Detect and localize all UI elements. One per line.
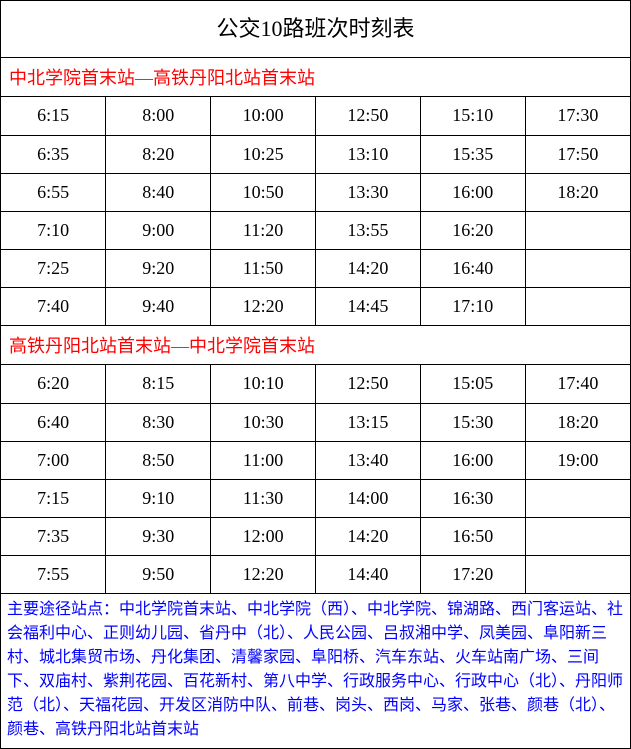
time-cell: 12:20 [211, 555, 316, 593]
time-cell: 17:30 [525, 97, 630, 135]
time-cell: 16:50 [420, 517, 525, 555]
time-cell: 6:35 [1, 135, 106, 173]
table-row: 7:008:5011:0013:4016:0019:00 [1, 441, 630, 479]
time-cell: 15:05 [420, 365, 525, 403]
time-cell: 12:50 [315, 97, 420, 135]
table-row: 7:159:1011:3014:0016:30 [1, 479, 630, 517]
time-cell: 17:40 [525, 365, 630, 403]
time-cell: 9:00 [106, 211, 211, 249]
time-cell: 8:50 [106, 441, 211, 479]
time-cell: 15:30 [420, 403, 525, 441]
page-title: 公交10路班次时刻表 [1, 1, 630, 58]
time-cell: 14:20 [315, 249, 420, 287]
time-cell: 11:50 [211, 249, 316, 287]
time-cell: 8:15 [106, 365, 211, 403]
time-cell: 9:30 [106, 517, 211, 555]
time-cell: 10:00 [211, 97, 316, 135]
time-cell: 18:20 [525, 403, 630, 441]
time-cell: 13:40 [315, 441, 420, 479]
time-cell: 16:00 [420, 173, 525, 211]
time-cell: 10:10 [211, 365, 316, 403]
time-cell: 14:20 [315, 517, 420, 555]
time-cell [525, 479, 630, 517]
time-cell: 16:40 [420, 249, 525, 287]
time-cell: 8:30 [106, 403, 211, 441]
table-row: 6:158:0010:0012:5015:1017:30 [1, 97, 630, 135]
time-cell: 7:25 [1, 249, 106, 287]
time-cell [525, 211, 630, 249]
time-cell: 14:00 [315, 479, 420, 517]
time-cell: 13:55 [315, 211, 420, 249]
table-row: 7:409:4012:2014:4517:10 [1, 287, 630, 325]
table-row: 7:259:2011:5014:2016:40 [1, 249, 630, 287]
time-cell: 15:10 [420, 97, 525, 135]
time-cell: 12:50 [315, 365, 420, 403]
time-cell: 13:30 [315, 173, 420, 211]
time-cell: 8:00 [106, 97, 211, 135]
time-cell: 17:20 [420, 555, 525, 593]
time-cell: 10:25 [211, 135, 316, 173]
time-cell: 13:10 [315, 135, 420, 173]
time-cell: 17:50 [525, 135, 630, 173]
time-cell: 9:10 [106, 479, 211, 517]
time-cell: 7:10 [1, 211, 106, 249]
time-cell: 14:40 [315, 555, 420, 593]
time-cell [525, 517, 630, 555]
time-cell: 19:00 [525, 441, 630, 479]
direction-1-label: 中北学院首末站—高铁丹阳北站首末站 [1, 58, 630, 97]
table-row: 7:109:0011:2013:5516:20 [1, 211, 630, 249]
time-cell: 7:35 [1, 517, 106, 555]
time-cell: 8:20 [106, 135, 211, 173]
table-row: 6:408:3010:3013:1515:3018:20 [1, 403, 630, 441]
table-row: 7:559:5012:2014:4017:20 [1, 555, 630, 593]
time-cell: 16:30 [420, 479, 525, 517]
time-cell: 11:30 [211, 479, 316, 517]
time-cell: 8:40 [106, 173, 211, 211]
time-cell: 6:55 [1, 173, 106, 211]
table-row: 7:359:3012:0014:2016:50 [1, 517, 630, 555]
time-cell: 13:15 [315, 403, 420, 441]
time-cell: 11:20 [211, 211, 316, 249]
time-cell: 10:30 [211, 403, 316, 441]
time-cell: 10:50 [211, 173, 316, 211]
time-cell: 12:00 [211, 517, 316, 555]
stops-list: 主要途径站点：中北学院首末站、中北学院（西）、中北学院、锦湖路、西门客运站、社会… [1, 593, 630, 748]
table-row: 6:208:1510:1012:5015:0517:40 [1, 365, 630, 403]
time-cell: 9:50 [106, 555, 211, 593]
time-cell: 7:00 [1, 441, 106, 479]
time-cell [525, 287, 630, 325]
time-cell: 6:20 [1, 365, 106, 403]
time-cell: 7:55 [1, 555, 106, 593]
time-cell: 11:00 [211, 441, 316, 479]
direction-2-table: 6:208:1510:1012:5015:0517:406:408:3010:3… [1, 365, 630, 593]
time-cell: 17:10 [420, 287, 525, 325]
time-cell [525, 249, 630, 287]
time-cell: 9:20 [106, 249, 211, 287]
table-row: 6:558:4010:5013:3016:0018:20 [1, 173, 630, 211]
time-cell [525, 555, 630, 593]
time-cell: 16:00 [420, 441, 525, 479]
time-cell: 16:20 [420, 211, 525, 249]
time-cell: 15:35 [420, 135, 525, 173]
time-cell: 9:40 [106, 287, 211, 325]
time-cell: 6:40 [1, 403, 106, 441]
direction-2-label: 高铁丹阳北站首末站—中北学院首末站 [1, 325, 630, 365]
table-row: 6:358:2010:2513:1015:3517:50 [1, 135, 630, 173]
time-cell: 18:20 [525, 173, 630, 211]
time-cell: 12:20 [211, 287, 316, 325]
direction-1-table: 6:158:0010:0012:5015:1017:306:358:2010:2… [1, 97, 630, 325]
time-cell: 7:40 [1, 287, 106, 325]
timetable-container: 公交10路班次时刻表 中北学院首末站—高铁丹阳北站首末站 6:158:0010:… [0, 0, 631, 749]
time-cell: 14:45 [315, 287, 420, 325]
time-cell: 6:15 [1, 97, 106, 135]
time-cell: 7:15 [1, 479, 106, 517]
